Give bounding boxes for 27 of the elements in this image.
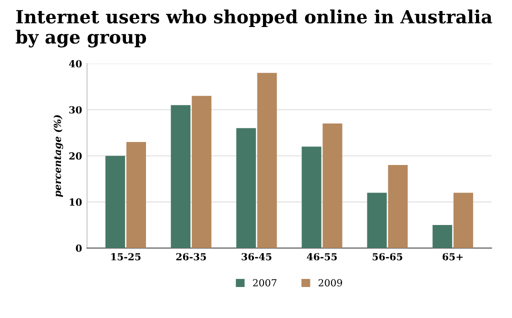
bar [322, 124, 342, 248]
y-axis-title: percentage (%) [54, 115, 64, 198]
bar [257, 72, 277, 248]
bar [302, 146, 322, 248]
bar [367, 192, 387, 248]
legend-label: 2009 [318, 279, 342, 286]
bar [126, 142, 146, 248]
bar [105, 156, 126, 248]
y-tick-label: 40 [69, 60, 82, 68]
legend-label: 2007 [253, 279, 276, 286]
bar [388, 165, 408, 248]
y-tick-label: 30 [69, 106, 82, 114]
x-tick-label: 36-45 [242, 253, 272, 260]
x-tick-label: 46-55 [306, 253, 337, 260]
x-tick-label: 56-65 [372, 253, 402, 260]
x-tick-label: 26-35 [176, 253, 206, 260]
x-tick-label: 15-25 [111, 253, 141, 260]
bar [170, 105, 190, 248]
bar [236, 128, 256, 248]
y-tick-label: 0 [76, 244, 82, 252]
y-tick-label: 20 [69, 152, 82, 160]
bar [432, 224, 452, 248]
x-tick-label: 65+ [442, 253, 463, 260]
bar [192, 96, 212, 248]
chart-title: Internet users who shopped online in Australia by age group [16, 10, 492, 48]
y-tick-label: 10 [70, 198, 82, 206]
bar [454, 192, 474, 248]
